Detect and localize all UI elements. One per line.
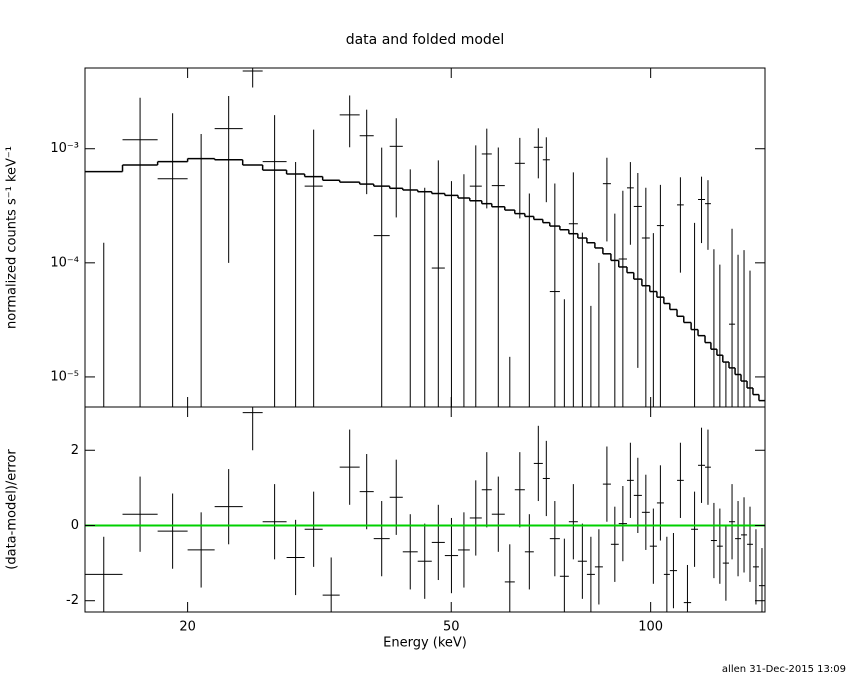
plot-area <box>85 68 765 407</box>
y-axis-label: (data-model)/error <box>5 449 20 570</box>
y-tick-label: 10⁻⁵ <box>50 369 79 384</box>
y-tick-label: 10⁻³ <box>50 141 79 156</box>
chart-title: data and folded model <box>346 32 505 48</box>
x-tick-label: 100 <box>638 620 663 635</box>
y-tick-label: 10⁻⁴ <box>50 255 79 270</box>
x-tick-label: 20 <box>179 620 196 635</box>
frame <box>84 406 766 613</box>
x-tick-label: 50 <box>443 620 460 635</box>
y-tick-label: 2 <box>71 443 79 458</box>
y-tick-label: 0 <box>71 518 79 533</box>
x-axis-label: Energy (keV) <box>383 636 467 651</box>
plot-area <box>85 407 765 612</box>
y-axis-label: normalized counts s⁻¹ keV⁻¹ <box>5 146 20 329</box>
y-tick-label: -2 <box>66 593 79 608</box>
footer: allen 31-Dec-2015 13:09 <box>722 664 846 675</box>
